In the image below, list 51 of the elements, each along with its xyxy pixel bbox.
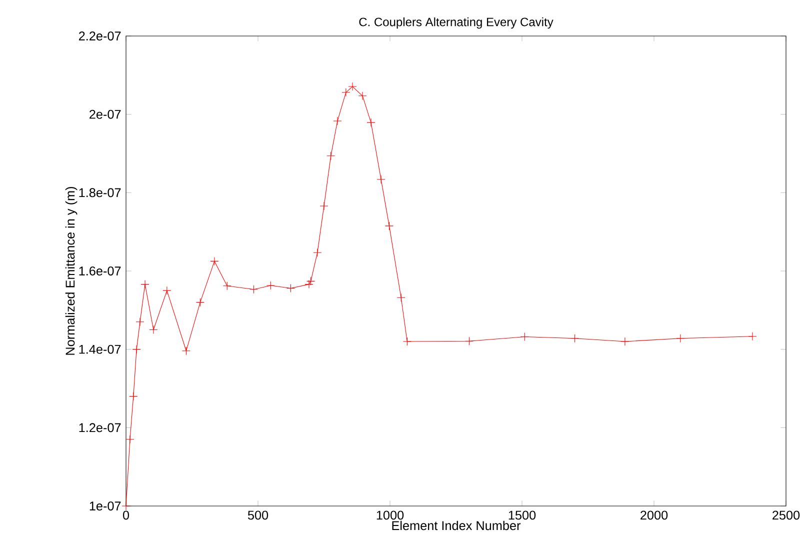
x-tick-label: 2000 [640,510,668,520]
x-tick-label: 1000 [376,510,404,520]
point [333,116,342,126]
x-tick-label: 2500 [772,510,800,520]
point [366,118,376,127]
y-tick-label: 1.2e-07 [79,423,121,432]
y-tick-label: 1e-07 [90,502,121,510]
point [402,337,412,346]
point [326,152,336,160]
point [348,82,357,91]
point [266,281,275,290]
y-tick-label: 1.8e-07 [79,188,121,198]
point [464,336,474,346]
y-axis-title: Normalized Emittance in y (m) [65,186,78,355]
point [196,298,204,307]
point [304,280,314,289]
point [149,325,158,334]
point [570,334,580,343]
point [129,392,138,401]
point [396,293,406,302]
y-tick-label: 1.6e-07 [79,266,121,276]
point [313,248,322,257]
point [132,345,141,354]
point [520,332,529,342]
point [136,318,144,326]
y-tick-label: 2e-07 [90,110,121,119]
point [286,284,296,292]
y-tick-label: 1.4e-07 [79,344,121,354]
point [210,256,219,266]
point [620,337,630,346]
point [376,175,386,184]
x-tick-label: 500 [248,510,268,520]
point [140,280,150,289]
y-tick-label: 2.2e-07 [78,32,121,40]
point [342,88,350,97]
x-axis-title: Element Index Number [392,520,521,530]
point [122,502,130,510]
point [358,92,367,100]
x-tick-label: 1500 [508,510,536,520]
point [222,282,232,290]
point [182,346,190,356]
point [162,286,172,295]
point [250,285,258,294]
chart-title: C. Couplers Alternating Every Cavity [359,17,554,29]
point [306,276,316,286]
point [126,435,134,444]
point [748,332,757,341]
x-tick-label: 0 [122,510,130,520]
point [320,202,328,210]
point [384,222,394,230]
point [676,334,685,343]
